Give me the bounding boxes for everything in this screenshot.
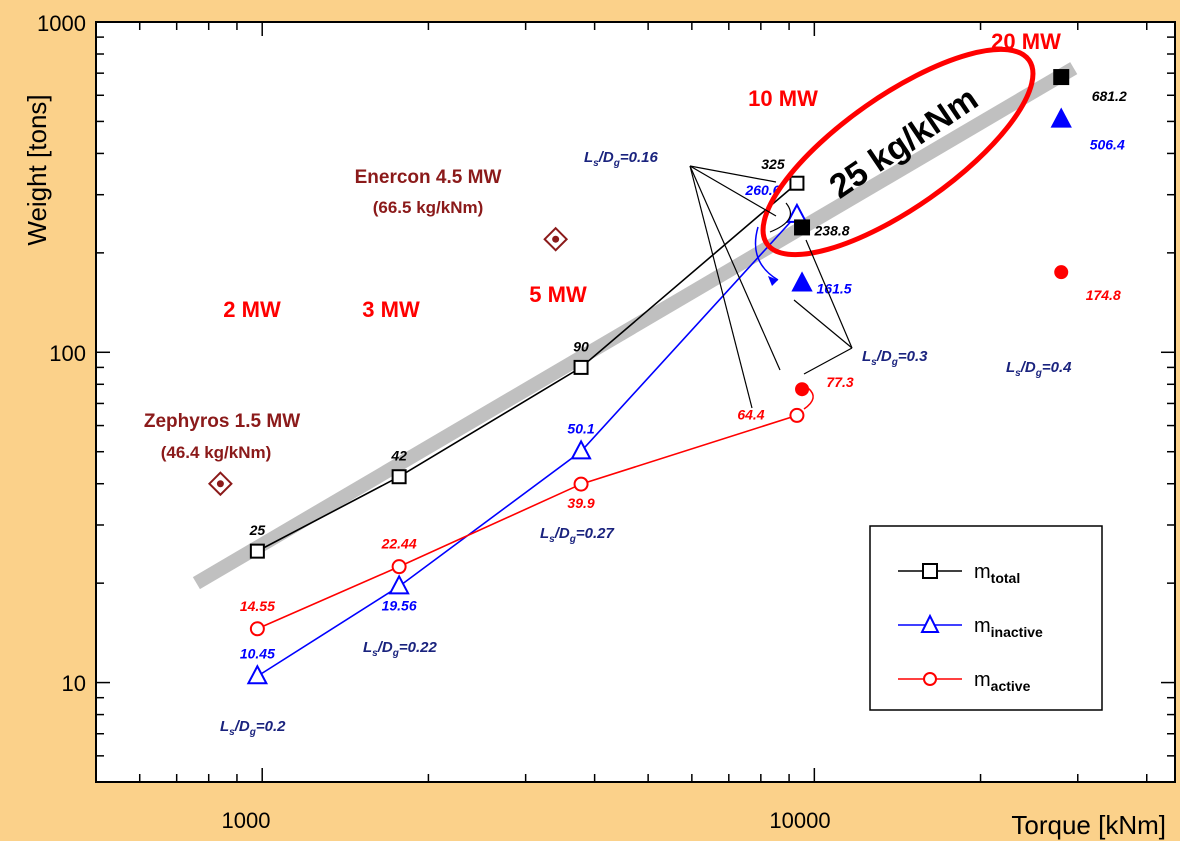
data-point-active [391, 559, 407, 575]
data-label-inactive: 506.4 [1090, 137, 1125, 153]
trend-band [192, 62, 1078, 590]
data-point-total-filled [794, 219, 811, 236]
data-point-inactive [388, 574, 410, 595]
data-point-total [249, 543, 265, 559]
power-label-2mw: 2 MW [223, 297, 281, 322]
reference-machine-dot [552, 235, 560, 243]
y-tick-label: 10 [62, 671, 86, 696]
data-label-total: 42 [390, 448, 407, 464]
data-point-active [249, 621, 265, 637]
x-tick-label: 1000 [222, 808, 271, 833]
power-label-3mw: 3 MW [362, 297, 420, 322]
y-tick-label: 1000 [37, 11, 86, 36]
ratio-label: Ls/Dg=0.16 [584, 149, 658, 169]
data-label-inactive: 161.5 [817, 281, 852, 297]
data-label-active: 64.4 [737, 406, 764, 422]
y-axis-title: Weight [tons] [22, 94, 52, 245]
data-point-inactive [570, 439, 592, 460]
power-label-10mw: 10 MW [748, 86, 818, 111]
legend: mtotal minactive mactive [869, 525, 1103, 711]
data-label-active: 39.9 [567, 495, 594, 511]
legend-label-total: mtotal [974, 561, 1020, 586]
legend-marker-total [922, 563, 938, 579]
decline-arrow [803, 387, 814, 410]
data-label-inactive: 10.45 [240, 645, 275, 661]
data-point-total [789, 175, 805, 191]
series-lines [256, 182, 798, 677]
data-point-inactive-filled [1050, 107, 1072, 128]
data-label-active: 22.44 [381, 536, 417, 552]
data-label-inactive: 50.1 [567, 420, 594, 436]
data-point-inactive-filled [791, 271, 813, 292]
legend-marker-inactive [920, 613, 940, 633]
series-line-total [256, 182, 798, 552]
reference-machine-name: Zephyros 1.5 MW [144, 411, 300, 432]
annotation-arrows [689, 165, 853, 409]
trend-highlight-ellipse [760, 46, 1036, 258]
data-point-inactive [246, 664, 269, 685]
power-label-5mw: 5 MW [529, 282, 587, 307]
reference-machine-name: Enercon 4.5 MW [355, 167, 502, 188]
data-label-inactive: 260.6 [744, 182, 780, 198]
ratio-label: Ls/Dg=0.4 [1006, 359, 1072, 379]
x-axis-title: Torque [kNm] [1011, 810, 1166, 840]
decline-arrowhead [768, 276, 778, 286]
data-label-total: 25 [249, 522, 266, 538]
data-label-active: 14.55 [240, 598, 275, 614]
decline-arrow [754, 226, 779, 281]
data-point-total [573, 359, 589, 375]
data-label-inactive: 19.56 [382, 597, 417, 613]
reference-machine-dot [216, 480, 224, 488]
legend-label-inactive: minactive [974, 615, 1043, 640]
series-line-active [257, 414, 798, 630]
data-label-active: 174.8 [1086, 287, 1121, 303]
axis-ticks [95, 21, 1175, 783]
ratio-label: Ls/Dg=0.3 [862, 348, 928, 368]
data-labels: 25 42 90 325 10.45 19.56 50.1 260.6 14.55 22.44 39… [240, 88, 1127, 661]
reference-machine-ratio: (66.5 kg/kNm) [373, 198, 484, 217]
data-point-active-filled [795, 382, 810, 397]
data-point-total [391, 469, 407, 485]
y-tick-label: 100 [49, 341, 86, 366]
power-label-20mw: 20 MW [991, 29, 1061, 54]
data-label-active: 77.3 [826, 374, 853, 390]
series-markers [207, 69, 1072, 685]
ratio-label: Ls/Dg=0.27 [540, 525, 614, 545]
data-label-total: 325 [761, 156, 785, 172]
ratio-label: Ls/Dg=0.2 [220, 718, 286, 738]
data-point-active [573, 476, 589, 492]
legend-label-active: mactive [974, 669, 1031, 694]
data-point-active [789, 407, 805, 423]
data-label-total: 90 [573, 338, 589, 354]
series-line-inactive [256, 214, 798, 677]
legend-marker-active [923, 672, 937, 686]
data-label-total: 238.8 [814, 222, 850, 238]
data-label-total: 681.2 [1092, 88, 1127, 104]
trend-line [192, 62, 1078, 590]
data-point-active-filled [1054, 265, 1069, 280]
x-tick-label: 10000 [769, 808, 830, 833]
ratio-label: Ls/Dg=0.22 [363, 639, 437, 659]
data-point-total-filled [1053, 69, 1070, 86]
reference-machine-ratio: (46.4 kg/kNm) [161, 443, 272, 462]
